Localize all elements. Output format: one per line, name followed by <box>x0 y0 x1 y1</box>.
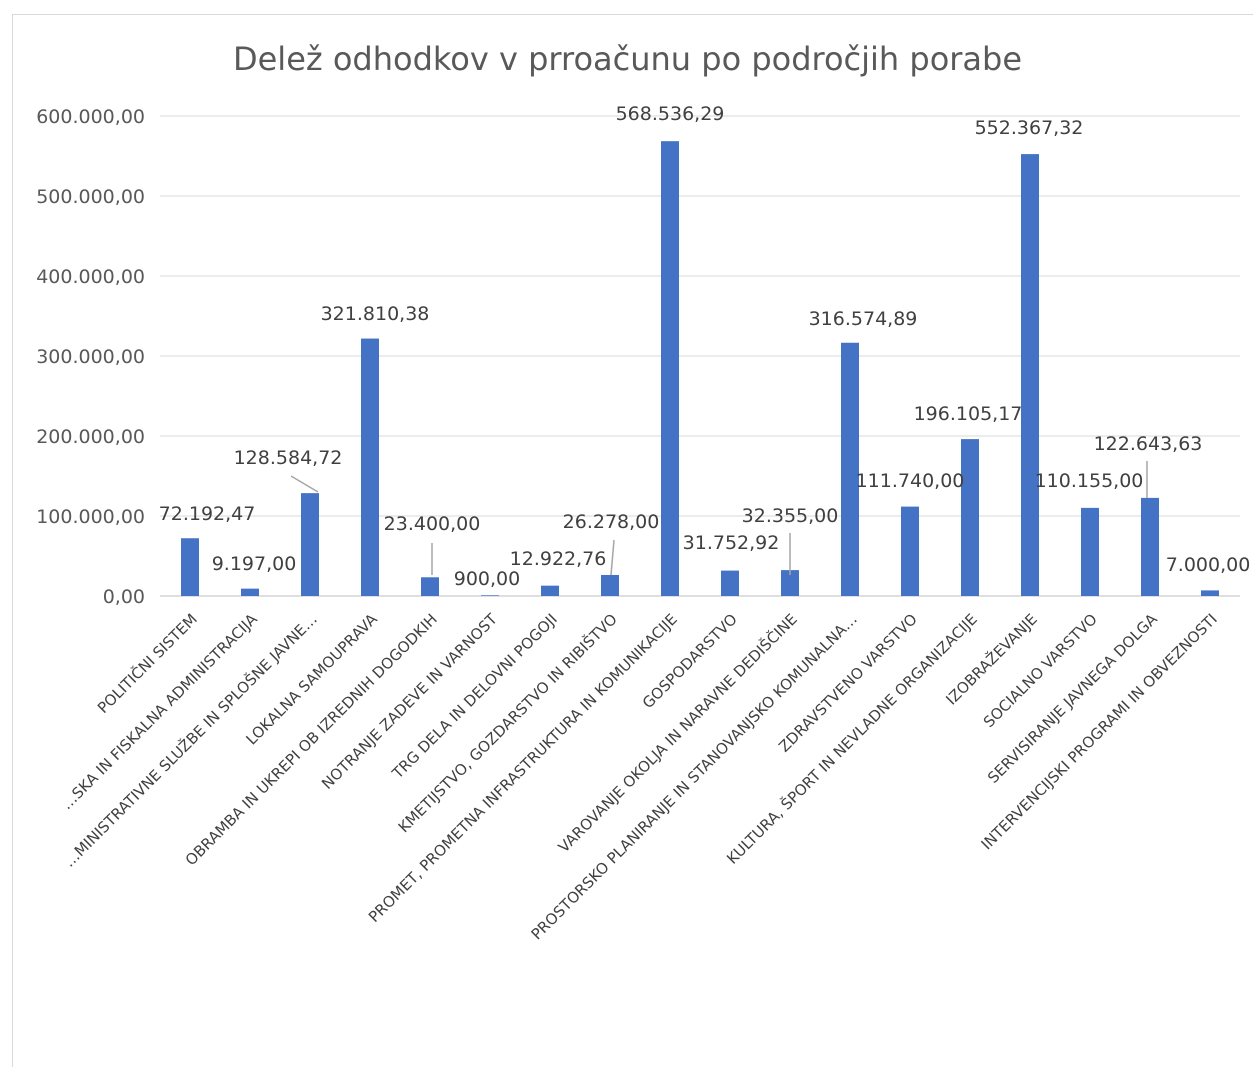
y-tick-label: 500.000,00 <box>36 186 145 208</box>
data-labels: 72.192,47 9.197,00 128.584,72 321.810,38 23.… <box>159 103 1251 590</box>
data-label: 900,00 <box>454 568 520 590</box>
y-tick-label: 600.000,00 <box>36 106 145 128</box>
data-label: 321.810,38 <box>321 303 430 325</box>
bars <box>181 141 1219 597</box>
y-tick-label: 400.000,00 <box>36 266 145 288</box>
leader-line <box>610 539 615 576</box>
y-tick-label: 0,00 <box>103 586 145 608</box>
data-label: 32.355,00 <box>742 505 839 527</box>
data-label: 7.000,00 <box>1166 554 1251 576</box>
bar <box>1141 497 1159 596</box>
data-label: 12.922,76 <box>510 548 607 570</box>
data-label: 31.752,92 <box>683 532 780 554</box>
x-axis-labels: POLITIČNI SISTEM…SKA IN FISKALNA ADMINIS… <box>58 609 1221 943</box>
bar <box>901 506 919 596</box>
gridlines <box>160 115 1240 597</box>
x-tick-label: …MINISTRATIVNE SLUŽBE IN SPLOŠNE JAVNE… <box>59 609 320 870</box>
y-tick-label: 300.000,00 <box>36 346 145 368</box>
data-label: 23.400,00 <box>384 513 481 535</box>
bar <box>661 141 679 597</box>
x-tick-label: SOCIALNO VARSTVO <box>980 610 1101 731</box>
data-label: 128.584,72 <box>234 447 343 469</box>
leader-line <box>290 475 319 493</box>
bar <box>301 493 319 596</box>
data-label: 552.367,32 <box>975 117 1084 139</box>
bar <box>481 595 499 596</box>
bar <box>241 588 259 596</box>
data-label: 72.192,47 <box>159 503 256 525</box>
bar <box>1021 154 1039 596</box>
data-label: 568.536,29 <box>616 103 725 125</box>
x-tick-label: POLITIČNI SISTEM <box>93 609 201 717</box>
data-label: 9.197,00 <box>212 553 297 575</box>
data-label: 122.643,63 <box>1094 433 1203 455</box>
bar <box>421 577 439 596</box>
bar <box>841 342 859 596</box>
bar <box>541 585 559 596</box>
y-axis: 0,00 100.000,00 200.000,00 300.000,00 400.00… <box>36 106 145 608</box>
y-tick-label: 200.000,00 <box>36 426 145 448</box>
bar <box>781 570 799 596</box>
data-label: 110.155,00 <box>1035 470 1144 492</box>
data-label: 111.740,00 <box>856 470 965 492</box>
chart-title: Delež odhodkov v prroačunu po področjih … <box>232 40 1023 78</box>
data-label: 26.278,00 <box>563 511 660 533</box>
bar <box>1201 590 1219 596</box>
data-label: 316.574,89 <box>809 308 918 330</box>
y-tick-label: 100.000,00 <box>36 506 145 528</box>
bar <box>721 570 739 596</box>
bar <box>1081 507 1099 596</box>
leader-lines <box>290 461 1148 576</box>
bar <box>601 574 619 596</box>
bar <box>181 538 199 596</box>
x-tick-label: KMETIJSTVO, GOZDARSTVO IN RIBIŠTVO <box>394 609 621 836</box>
data-label: 196.105,17 <box>914 403 1023 425</box>
bar <box>361 338 379 596</box>
chart-frame <box>12 14 1253 1067</box>
bar <box>961 439 979 596</box>
